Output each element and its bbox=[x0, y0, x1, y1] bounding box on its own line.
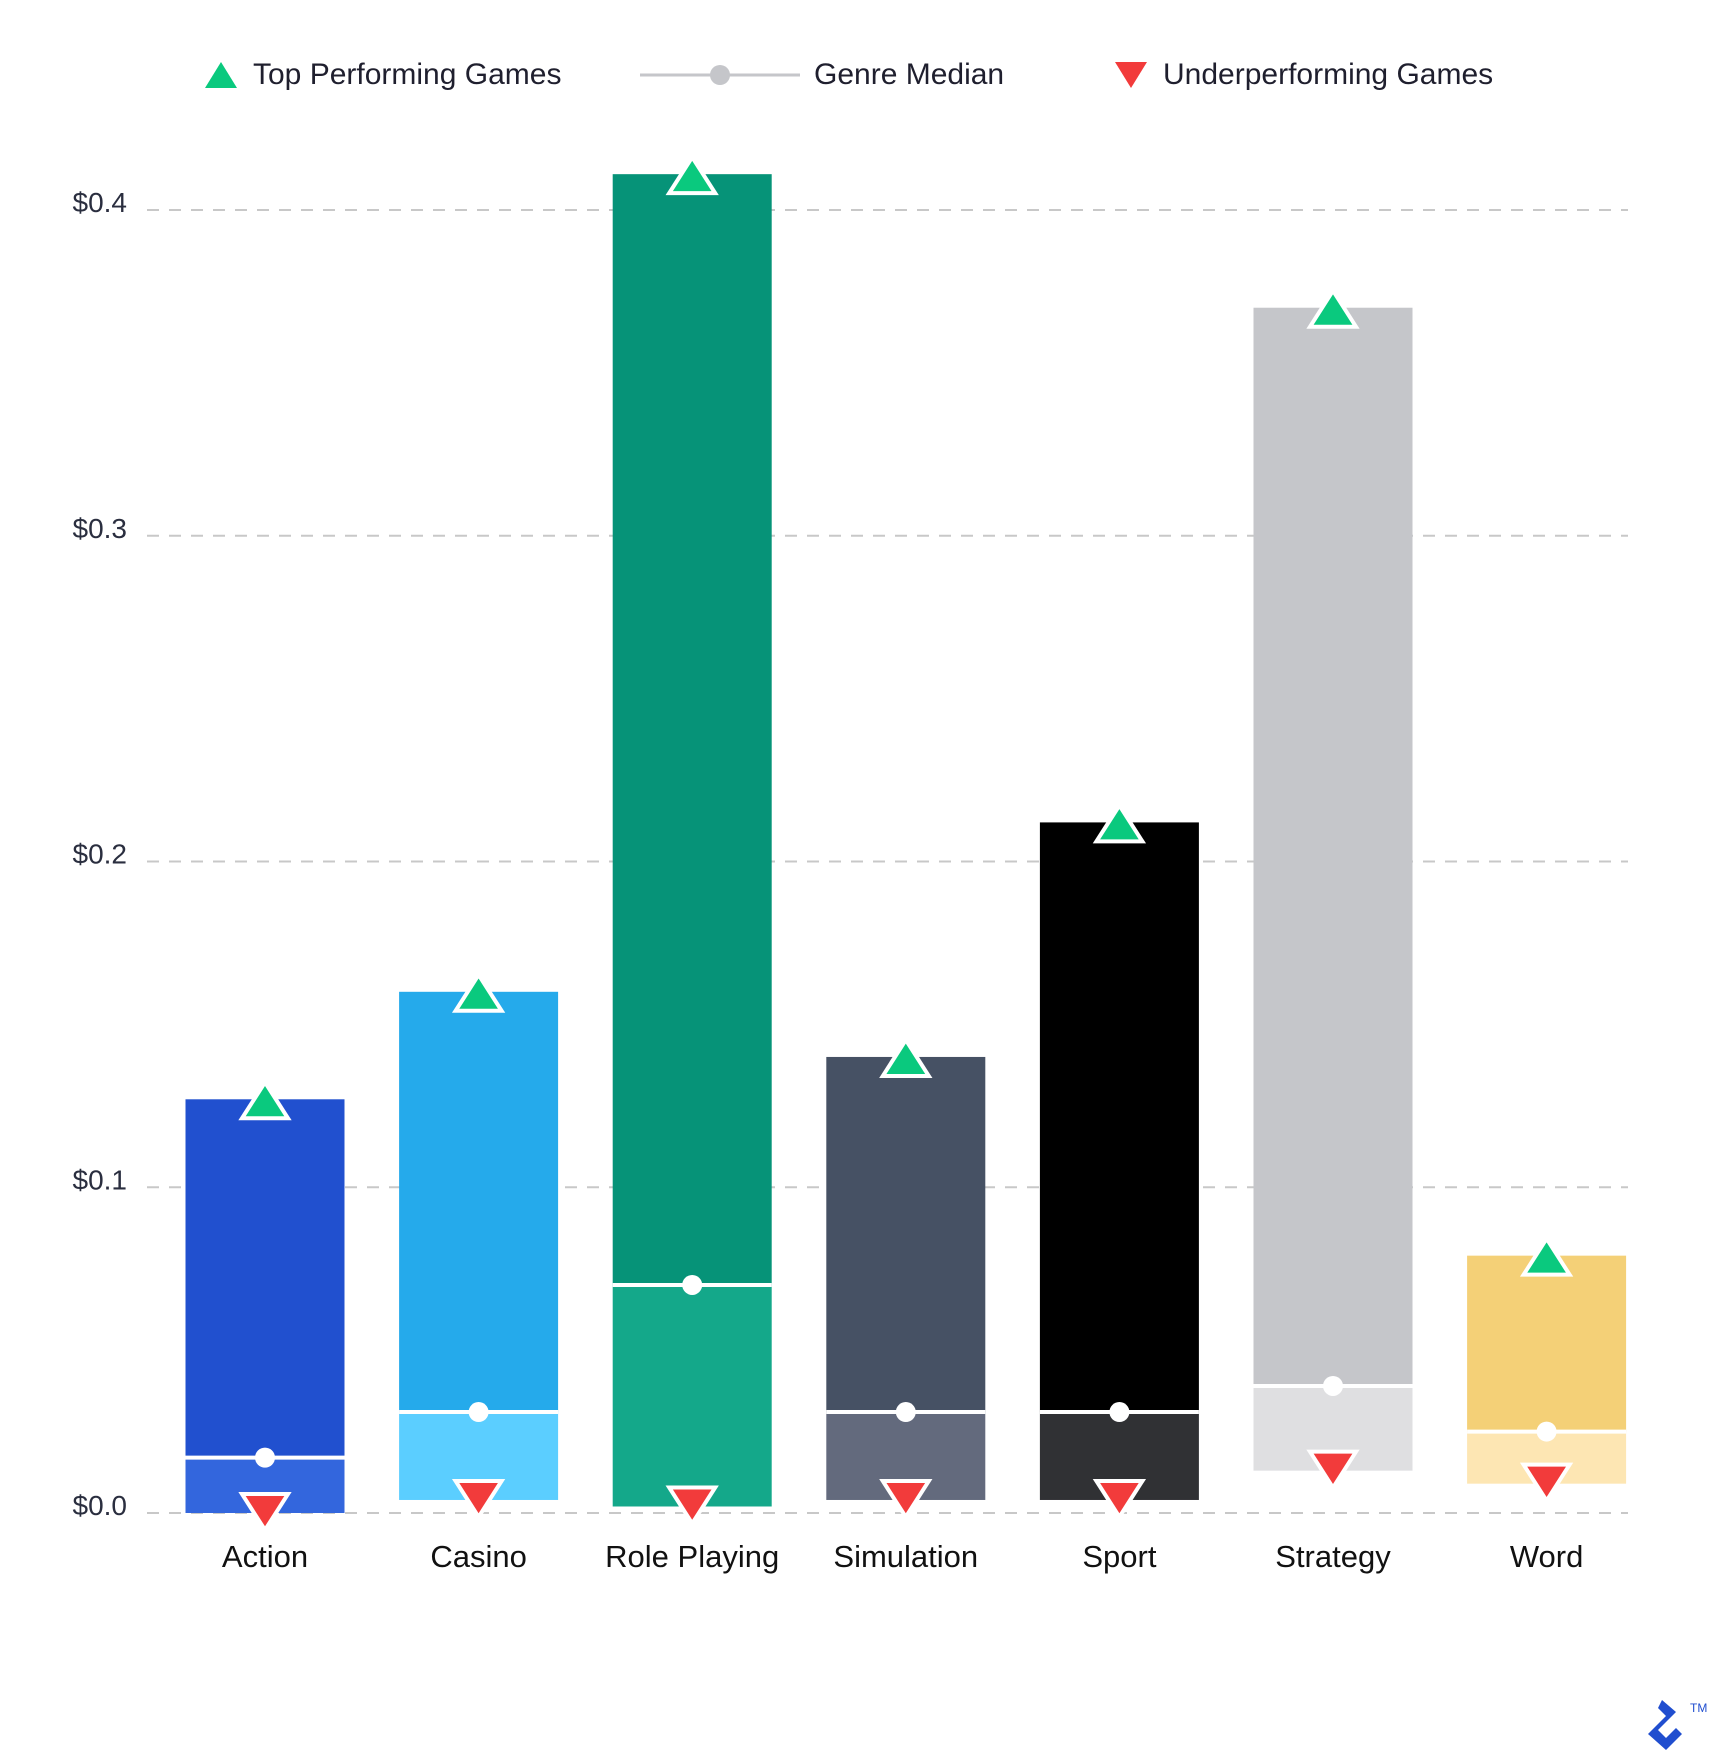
top-performing-marker bbox=[1519, 1234, 1574, 1277]
underperforming-marker bbox=[1092, 1478, 1147, 1521]
median-point bbox=[1109, 1402, 1130, 1423]
y-tick-label: $0.0 bbox=[73, 1490, 128, 1521]
bar-upper bbox=[1039, 822, 1199, 1413]
bar-upper bbox=[612, 174, 772, 1285]
median-point bbox=[1323, 1375, 1343, 1396]
y-tick-label: $0.2 bbox=[73, 839, 128, 870]
x-tick-label: Action bbox=[222, 1539, 308, 1574]
top-performing-marker bbox=[665, 153, 719, 196]
legend-underperforming: Underperforming Games bbox=[1113, 58, 1493, 92]
triangle-down-icon bbox=[1115, 62, 1147, 88]
median-point bbox=[682, 1274, 703, 1295]
legend-under-label: Underperforming Games bbox=[1163, 58, 1494, 91]
bar-group-sport: Sport bbox=[1039, 801, 1199, 1574]
legend: Top Performing Games Genre Median Underp… bbox=[0, 58, 1720, 102]
x-tick-label: Word bbox=[1510, 1539, 1584, 1574]
bar-upper bbox=[1467, 1255, 1627, 1432]
bar-group-strategy: Strategy bbox=[1253, 287, 1413, 1574]
y-tick-label: $0.4 bbox=[73, 187, 128, 218]
x-tick-label: Simulation bbox=[833, 1539, 978, 1574]
x-tick-label: Role Playing bbox=[605, 1539, 779, 1574]
top-performing-marker bbox=[1306, 287, 1360, 329]
top-performing-marker bbox=[879, 1036, 933, 1078]
underperforming-marker bbox=[665, 1485, 719, 1528]
y-tick-label: $0.1 bbox=[73, 1164, 128, 1195]
underperforming-marker bbox=[238, 1492, 292, 1534]
median-point bbox=[468, 1402, 489, 1423]
svg-text:TM: TM bbox=[1690, 1701, 1707, 1715]
bar-upper bbox=[399, 991, 559, 1413]
y-tick-label: $0.3 bbox=[73, 513, 128, 544]
bar-group-action: Action bbox=[185, 1078, 345, 1574]
triangle-up-icon bbox=[205, 62, 237, 88]
legend-median-label: Genre Median bbox=[814, 58, 1005, 91]
median-point bbox=[255, 1447, 275, 1468]
median-line-icon bbox=[640, 65, 800, 85]
median-point bbox=[895, 1402, 916, 1423]
top-performing-marker bbox=[238, 1078, 292, 1121]
x-tick-label: Strategy bbox=[1275, 1539, 1391, 1574]
bar-group-word: Word bbox=[1467, 1234, 1627, 1574]
bar-group-simulation: Simulation bbox=[826, 1036, 986, 1574]
x-tick-label: Sport bbox=[1082, 1539, 1156, 1574]
underperforming-marker bbox=[451, 1478, 506, 1521]
bar-group-role-playing: Role Playing bbox=[605, 153, 779, 1574]
logo-icon: TM bbox=[1648, 1700, 1707, 1750]
legend-median: Genre Median bbox=[640, 58, 1004, 92]
bar-group-casino: Casino bbox=[399, 971, 559, 1574]
legend-top-label: Top Performing Games bbox=[253, 58, 562, 91]
top-performing-marker bbox=[1092, 801, 1147, 844]
median-point bbox=[1536, 1421, 1557, 1442]
legend-top-performing: Top Performing Games bbox=[203, 58, 561, 92]
underperforming-marker bbox=[1306, 1449, 1360, 1492]
bar-upper bbox=[826, 1056, 986, 1413]
underperforming-marker bbox=[1519, 1462, 1574, 1505]
x-tick-label: Casino bbox=[430, 1539, 527, 1574]
bar-upper bbox=[185, 1099, 345, 1458]
bar-upper bbox=[1253, 307, 1413, 1386]
top-performing-marker bbox=[451, 971, 506, 1013]
bar-lower bbox=[612, 1284, 772, 1507]
underperforming-marker bbox=[879, 1478, 933, 1521]
